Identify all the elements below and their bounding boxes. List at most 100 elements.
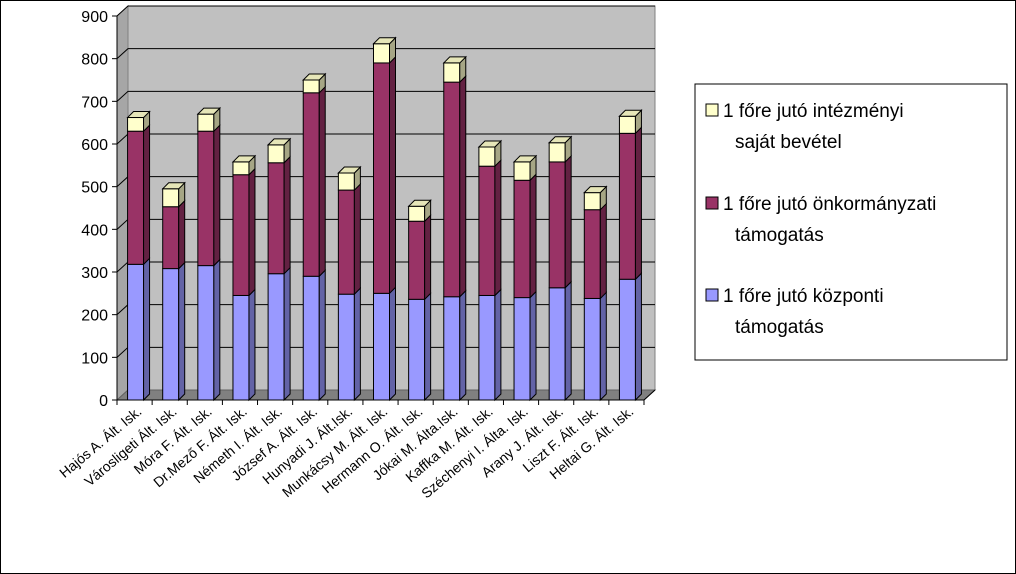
bar-segment bbox=[547, 135, 573, 164]
bar-segment bbox=[583, 185, 608, 211]
bar-top bbox=[266, 138, 292, 146]
bar-segment bbox=[513, 290, 537, 402]
bar-side bbox=[318, 269, 326, 402]
legend-swatch bbox=[705, 196, 719, 210]
bar-front bbox=[127, 117, 145, 132]
bar-segment bbox=[477, 139, 503, 168]
axes bbox=[112, 15, 656, 405]
bar-side bbox=[459, 74, 467, 298]
bar-side bbox=[283, 266, 291, 402]
legend-swatch bbox=[705, 288, 719, 302]
bar-front bbox=[618, 115, 636, 134]
bar-segment bbox=[197, 258, 221, 402]
bar-front bbox=[232, 161, 250, 176]
bar-side bbox=[599, 202, 607, 300]
bar-segment bbox=[408, 292, 432, 402]
bar-top bbox=[126, 111, 151, 119]
bar-side bbox=[283, 155, 291, 275]
bar-side bbox=[389, 286, 396, 402]
bar-side bbox=[634, 126, 642, 281]
bar-side bbox=[353, 286, 361, 402]
bar-front bbox=[443, 296, 461, 401]
bar-segment bbox=[302, 72, 327, 95]
legend-box bbox=[694, 83, 1008, 361]
bar-side bbox=[143, 123, 151, 266]
bar-front bbox=[408, 298, 426, 401]
bar-front bbox=[373, 292, 390, 401]
bar-side bbox=[599, 291, 607, 402]
bar-front bbox=[583, 209, 601, 299]
legend-label: 1 főre jutó önkormányzati bbox=[723, 194, 936, 215]
bar-top bbox=[302, 73, 327, 81]
bar-front bbox=[232, 294, 250, 401]
bar-front bbox=[583, 192, 601, 211]
bar-side bbox=[389, 55, 396, 295]
bar-side bbox=[459, 289, 467, 402]
bar-segment bbox=[127, 123, 151, 266]
bar-top bbox=[442, 56, 467, 64]
bar-segment bbox=[232, 167, 256, 297]
bar-segment bbox=[478, 158, 502, 297]
bar-segment bbox=[267, 266, 291, 402]
y-tick-label: 200 bbox=[81, 308, 108, 325]
y-tick-label: 0 bbox=[99, 393, 108, 410]
bar-top bbox=[337, 166, 362, 174]
bar-segment bbox=[126, 110, 151, 133]
bar-side bbox=[248, 288, 256, 402]
bar-top bbox=[547, 136, 573, 144]
bar-front bbox=[267, 273, 285, 401]
bar-front bbox=[267, 144, 285, 164]
y-tick-label: 500 bbox=[81, 180, 108, 197]
bar-front bbox=[618, 132, 636, 280]
legend-entry: 1 főre jutó intézményi saját bevétel bbox=[705, 101, 904, 153]
bar-side bbox=[424, 292, 432, 402]
bar-front bbox=[548, 142, 566, 163]
bar-top bbox=[618, 109, 643, 117]
bar-front bbox=[478, 146, 496, 167]
gridline bbox=[116, 5, 655, 17]
bar-segment bbox=[162, 261, 186, 402]
bar-segment bbox=[372, 36, 397, 65]
bar-segment bbox=[373, 286, 396, 402]
bar-front bbox=[443, 62, 461, 83]
bar-front bbox=[267, 162, 285, 275]
bar-top bbox=[372, 37, 397, 45]
bar-segment bbox=[231, 154, 257, 176]
legend-swatch bbox=[705, 103, 719, 117]
bar-front bbox=[513, 161, 531, 181]
bar-segment bbox=[513, 173, 537, 299]
bar-top bbox=[583, 186, 608, 194]
bar-side bbox=[424, 214, 432, 301]
legend-label: saját bevétel bbox=[735, 132, 842, 153]
bar-segment bbox=[161, 181, 186, 208]
bar-front bbox=[302, 275, 320, 401]
bar-segment bbox=[267, 155, 291, 275]
bar-front bbox=[478, 165, 496, 296]
bar-side bbox=[529, 290, 537, 402]
bar-segment bbox=[442, 55, 467, 84]
bar-segment bbox=[408, 214, 432, 301]
bar-front bbox=[197, 113, 215, 132]
bar-front bbox=[478, 294, 496, 401]
y-tick-label: 800 bbox=[81, 52, 108, 69]
bar-segment bbox=[548, 154, 572, 289]
bar-front bbox=[162, 268, 180, 401]
bar-front bbox=[127, 130, 145, 265]
bar-side bbox=[213, 123, 221, 267]
bar-segment bbox=[512, 154, 538, 182]
legend-label: támogatás bbox=[735, 317, 824, 338]
bar-front bbox=[513, 179, 531, 299]
bar-front bbox=[232, 174, 250, 296]
y-tick-label: 300 bbox=[81, 265, 108, 282]
bar-front bbox=[548, 161, 566, 289]
gridline bbox=[116, 48, 655, 60]
bar-front bbox=[337, 172, 355, 191]
bar-segment bbox=[196, 106, 222, 133]
gridline bbox=[116, 90, 655, 102]
bar-side bbox=[318, 85, 326, 278]
bar-segment bbox=[478, 288, 502, 402]
bar-front bbox=[337, 189, 355, 295]
bar-segment bbox=[618, 126, 642, 281]
bar-side bbox=[248, 167, 256, 297]
